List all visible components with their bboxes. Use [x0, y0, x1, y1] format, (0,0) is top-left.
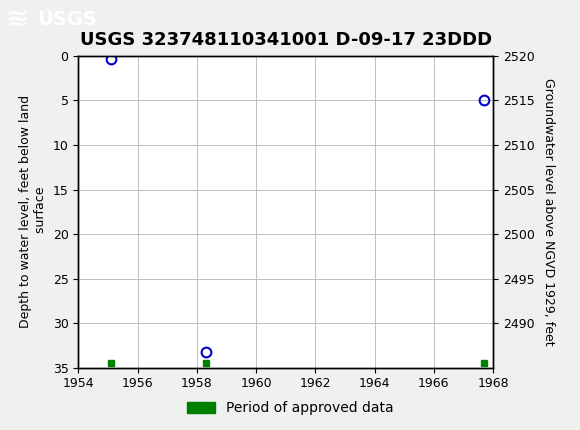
- Text: USGS: USGS: [38, 10, 97, 29]
- Text: ≋: ≋: [5, 5, 28, 34]
- Y-axis label: Groundwater level above NGVD 1929, feet: Groundwater level above NGVD 1929, feet: [542, 78, 554, 346]
- Y-axis label: Depth to water level, feet below land
 surface: Depth to water level, feet below land su…: [19, 95, 47, 329]
- Legend: Period of approved data: Period of approved data: [181, 396, 399, 421]
- Title: USGS 323748110341001 D-09-17 23DDD: USGS 323748110341001 D-09-17 23DDD: [79, 31, 492, 49]
